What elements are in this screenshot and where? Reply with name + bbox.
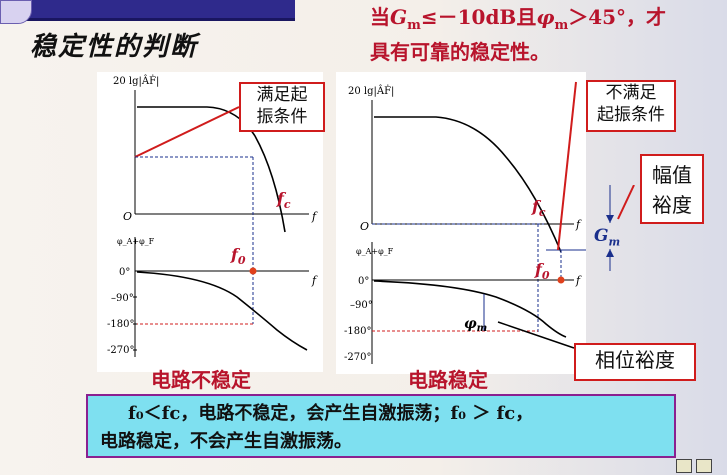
right-callout-line2: 起振条件 [597,105,665,125]
condition-phi-sub: m [554,18,569,33]
right-tick-180: -180° [344,326,371,337]
condition-suffix: ＞45°，才 [568,5,667,29]
left-phase-curve [136,271,308,351]
right-callout-no-oscillation: 不满足 起振条件 [586,80,676,132]
right-tick-90: –90° [350,300,373,311]
left-callout-line2: 振条件 [256,107,308,127]
nav-next-button[interactable] [696,459,712,473]
right-phase-ylabel: φ_A+φ_F [356,247,394,256]
right-f0: f0 [534,260,550,282]
right-mag-ylabel: 20 lg|ÂḞ| [348,85,394,97]
right-fc: fc [531,197,546,219]
condition-prefix: 当 [370,5,390,29]
gm-pointer [617,185,635,220]
right-feedback-line [557,81,577,251]
left-phase-ylabel: φ_A+φ_F [117,237,155,246]
condition-gm: G [390,5,408,29]
left-f0-point [249,267,257,275]
left-tick-90: –90° [111,293,134,304]
left-bode-plot: 20 lg|ÂḞ| O f fc φ_A+φ_F f 0° –90° -180°… [107,75,318,357]
left-f0: f0 [230,245,246,267]
gain-margin-callout: 幅值 裕度 [640,154,704,224]
right-phase-f: f [575,274,582,287]
conclusion-box: f₀＜fc，电路不稳定，会产生自激振荡；f₀ ＞ fc， 电路稳定，不会产生自激… [86,394,676,458]
left-tick-180: -180° [107,319,134,330]
header-bar [0,0,295,21]
right-phim: φm [464,316,487,334]
left-mag-curve [137,106,286,233]
condition-mid: ≤－10dB且 [420,5,537,29]
condition-line2: 具有可靠的稳定性。 [370,40,550,64]
school-logo-icon [0,0,32,24]
left-tick-270: -270° [107,345,134,356]
right-tick-0: 0° [358,276,369,287]
gm-arrowhead-down [606,249,614,257]
right-phase-curve [373,280,567,338]
gm-arrows [606,185,635,271]
right-origin: O [360,220,369,233]
left-tick-0: 0° [119,267,130,278]
stability-condition: 当Gm≤－10dB且φm＞45°，才 具有可靠的稳定性。 [370,4,690,65]
right-phase-pointer [497,321,575,349]
condition-gm-sub: m [407,18,421,33]
left-caption: 电路不稳定 [151,368,251,392]
conclusion-line2: 电路稳定，不会产生自激振荡。 [100,431,352,452]
right-bode-plot: 20 lg|ÂḞ| O f fc φ_A+φ_F f 0° –90° -180°… [344,81,586,364]
gain-callout-line1: 幅值 [652,163,692,187]
left-feedback-line [134,106,240,158]
nav-prev-button[interactable] [676,459,692,473]
right-caption: 电路稳定 [408,368,488,392]
page-title: 稳定性的判断 [30,32,199,62]
condition-phi: φ [536,5,555,29]
phase-margin-callout: 相位裕度 [574,343,696,381]
left-mag-ylabel: 20 lg|ÂḞ| [113,75,159,87]
right-mag-curve [374,116,562,253]
right-callout-line1: 不满足 [605,83,657,103]
left-phase-f: f [311,274,318,287]
gm-label: Gm [594,226,621,249]
left-callout-line1: 满足起 [256,85,308,105]
right-tick-270: -270° [344,352,371,363]
left-fc: fc [276,189,291,211]
right-mag-f: f [575,218,582,231]
gain-callout-line2: 裕度 [652,193,692,217]
left-callout-oscillation: 满足起 振条件 [239,82,325,132]
right-f0-point [557,276,565,284]
left-origin: O [123,210,132,223]
conclusion-line1: f₀＜fc，电路不稳定，会产生自激振荡；f₀ ＞ fc， [128,403,534,424]
gm-arrowhead-up [606,215,614,223]
left-mag-f: f [311,210,318,223]
